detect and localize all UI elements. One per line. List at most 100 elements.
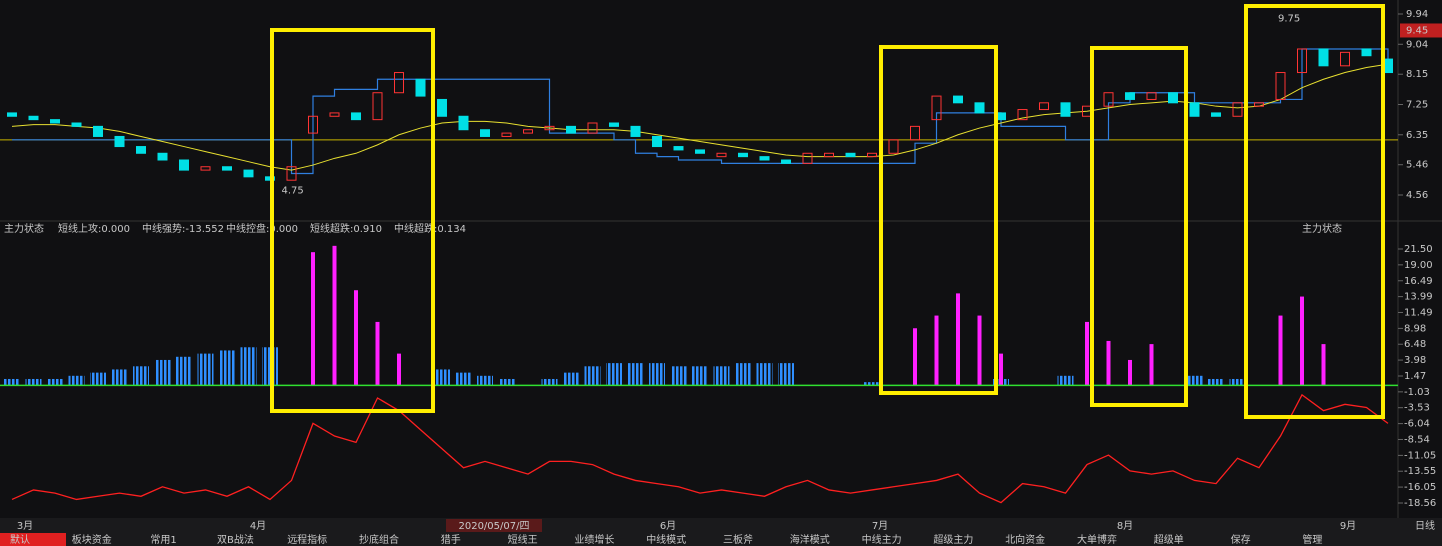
y-tick-label: 1.47 (1404, 371, 1426, 382)
y-tick-label: -3.53 (1404, 403, 1430, 414)
candle (931, 95, 942, 121)
magenta-bar (375, 321, 380, 386)
blue-bar (154, 359, 171, 386)
tab[interactable]: 中线模式 (646, 533, 686, 546)
month-label: 6月 (660, 520, 676, 532)
tab[interactable]: 业绩增长 (574, 533, 614, 546)
tab[interactable]: 默认 (10, 533, 30, 546)
blue-bar (606, 363, 622, 386)
magenta-bar (311, 252, 315, 386)
tab[interactable]: 猎手 (441, 533, 461, 546)
candle (716, 152, 727, 158)
magenta-bar (999, 353, 1003, 386)
legend-item: 中线控盘:0.000 (226, 222, 298, 235)
candle (1340, 51, 1350, 67)
tab[interactable]: 抄底组合 (359, 533, 399, 546)
magenta-bar (1106, 340, 1111, 386)
magenta-bar (934, 315, 939, 386)
blue-bar (498, 378, 515, 386)
tab[interactable]: 三板斧 (723, 533, 753, 546)
red-line (11, 393, 1389, 504)
blue-bar (47, 378, 63, 386)
candle (28, 115, 39, 121)
candle (587, 122, 598, 134)
blue-bar (197, 353, 214, 386)
candle (1189, 102, 1200, 117)
y-tick-label: -13.55 (1404, 466, 1436, 477)
tab[interactable]: 短线王 (508, 533, 538, 546)
magenta-bar (956, 293, 960, 386)
highlight-box (1244, 4, 1385, 419)
candle (867, 152, 877, 158)
tab[interactable]: 中线主力 (862, 533, 902, 546)
blue-bar (1208, 378, 1224, 386)
y-tick-label: -18.56 (1404, 498, 1436, 509)
blue-bar (756, 363, 773, 386)
candle (1232, 102, 1243, 117)
y-tick-label: 16.49 (1404, 276, 1433, 287)
blue-bar (111, 369, 128, 386)
highlight-box (879, 45, 998, 395)
tab[interactable]: 保存 (1231, 533, 1251, 546)
candle (351, 112, 361, 121)
y-tick-label: -16.05 (1404, 482, 1436, 493)
blue-bar (455, 372, 472, 386)
tab[interactable]: 双B战法 (217, 533, 254, 546)
candle (1060, 102, 1071, 117)
candle (1361, 48, 1372, 57)
y-tick-label: 8.15 (1406, 69, 1428, 80)
blue-bar (90, 372, 106, 386)
blue-bar (692, 366, 708, 386)
candle (630, 125, 641, 137)
blue-bar (541, 378, 558, 386)
month-label: 4月 (250, 520, 266, 532)
tab[interactable]: 常用1 (150, 533, 176, 546)
tab[interactable]: 超级单 (1154, 533, 1184, 546)
magenta-bar (1278, 315, 1283, 386)
candle (200, 166, 211, 171)
period-label: 日线 (1415, 519, 1435, 532)
y-tick-label: 4.56 (1406, 190, 1428, 201)
candle (1039, 102, 1049, 111)
candle (652, 135, 662, 148)
tab[interactable]: 远程指标 (287, 533, 327, 546)
current-price-label: 9.45 (1406, 25, 1428, 36)
candle (1318, 48, 1329, 67)
y-tick-label: 8.98 (1404, 323, 1426, 334)
tab[interactable]: 管理 (1302, 533, 1322, 546)
tab[interactable]: 板块资金 (72, 533, 112, 546)
y-tick-label: 3.98 (1404, 355, 1426, 366)
y-tick-label: 9.04 (1406, 39, 1428, 50)
blue-bar (735, 363, 751, 386)
magenta-bar (977, 315, 982, 386)
tab[interactable]: 海洋模式 (790, 533, 830, 546)
blue-bar (434, 369, 450, 386)
magenta-bar (1128, 359, 1132, 386)
y-tick-label: -1.03 (1404, 387, 1430, 398)
high-label: 9.75 (1278, 13, 1300, 24)
candle (759, 156, 770, 161)
candle (910, 125, 920, 141)
indicator-title: 主力状态 (4, 222, 44, 235)
candle (1125, 92, 1135, 100)
tab[interactable]: 超级主力 (933, 533, 973, 546)
candle (308, 115, 318, 134)
candle (738, 152, 748, 158)
month-label: 8月 (1117, 520, 1133, 532)
month-label: 9月 (1340, 520, 1356, 532)
tab[interactable]: 北向资金 (1005, 533, 1045, 546)
candle (179, 159, 189, 171)
blue-bar (584, 366, 601, 386)
y-tick-label: 11.49 (1404, 307, 1433, 318)
indicator-title-right: 主力状态 (1302, 222, 1342, 235)
blue-bar (778, 363, 794, 386)
tab[interactable]: 大单博弈 (1077, 533, 1117, 546)
y-tick-label: -8.54 (1404, 434, 1430, 445)
magenta-bar (1321, 344, 1326, 386)
candle (824, 152, 834, 158)
candle (673, 146, 684, 151)
blue-bar (477, 375, 493, 386)
y-tick-label: 19.00 (1404, 260, 1433, 271)
candle (544, 125, 555, 131)
